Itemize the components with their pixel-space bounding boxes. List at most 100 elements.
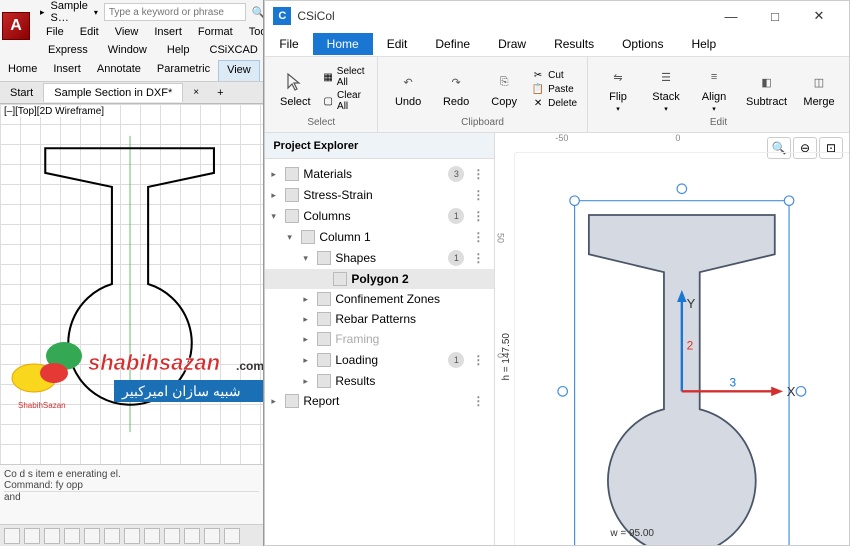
copy-button[interactable]: ⎘Copy: [484, 68, 524, 110]
align-button[interactable]: ≡Align▾: [694, 63, 734, 115]
csmenu-results[interactable]: Results: [540, 33, 608, 55]
stack-button[interactable]: ☰Stack▾: [646, 63, 686, 115]
paste-button[interactable]: 📋Paste: [532, 83, 577, 95]
merge-button[interactable]: ◫Merge: [799, 68, 839, 110]
csicol-canvas[interactable]: 🔍 ⊖ ⊡ -50 0 50 0: [495, 133, 849, 545]
csicol-shape-svg: Y X 2 3: [515, 153, 849, 545]
ribbon-tab-home[interactable]: Home: [0, 60, 45, 81]
tree-loading[interactable]: ▸Loading1⋮: [265, 349, 494, 371]
tree-report[interactable]: ▸Report⋮: [265, 391, 494, 411]
select-button[interactable]: Select: [275, 68, 315, 110]
status-btn-7[interactable]: [124, 528, 140, 544]
qat-arrow-icon[interactable]: ▸: [40, 7, 45, 18]
menu-tools[interactable]: Tools: [243, 26, 265, 40]
menu-format[interactable]: Format: [192, 26, 239, 40]
clear-all-button[interactable]: ▢Clear All: [323, 90, 367, 112]
more-icon[interactable]: ⋮: [468, 188, 488, 202]
columns-icon: [285, 209, 299, 223]
keyword-search-input[interactable]: [104, 3, 246, 21]
menu-window[interactable]: Window: [100, 44, 155, 58]
csmenu-file[interactable]: File: [265, 33, 312, 55]
search-icon[interactable]: 🔍: [252, 6, 264, 19]
csmenu-home[interactable]: Home: [313, 33, 373, 55]
status-btn-2[interactable]: [24, 528, 40, 544]
ruler-horizontal: -50 0: [515, 133, 849, 153]
more-icon[interactable]: ⋮: [468, 209, 488, 223]
tree-polygon2[interactable]: Polygon 2: [265, 269, 494, 289]
tree-framing[interactable]: ▸Framing: [265, 329, 494, 349]
autocad-command-line[interactable]: Co d s item e enerating el. Command: fy …: [0, 464, 263, 524]
status-btn-11[interactable]: [204, 528, 220, 544]
window-minimize-button[interactable]: —: [709, 1, 753, 31]
status-btn-9[interactable]: [164, 528, 180, 544]
cut-icon: ✂: [532, 69, 544, 81]
doc-tab-new[interactable]: +: [209, 87, 231, 99]
csmenu-define[interactable]: Define: [421, 33, 484, 55]
tree-stress-strain[interactable]: ▸Stress-Strain⋮: [265, 185, 494, 205]
delete-button[interactable]: ✕Delete: [532, 97, 577, 109]
more-icon[interactable]: ⋮: [468, 394, 488, 408]
more-icon[interactable]: ⋮: [468, 251, 488, 265]
tab-dropdown-icon[interactable]: ▾: [94, 8, 98, 17]
ribbon-tab-annotate[interactable]: Annotate: [89, 60, 149, 81]
status-btn-5[interactable]: [84, 528, 100, 544]
menu-view[interactable]: View: [109, 26, 145, 40]
tree-confinement[interactable]: ▸Confinement Zones: [265, 289, 494, 309]
ribbon-tab-insert[interactable]: Insert: [45, 60, 89, 81]
tree-rebar[interactable]: ▸Rebar Patterns: [265, 309, 494, 329]
doc-tab-start[interactable]: Start: [0, 84, 43, 102]
autocad-window: A ▸ Sample S… ▾ 🔍 👤 Sig File Edit View I…: [0, 0, 264, 546]
select-all-button[interactable]: ▦Select All: [323, 66, 367, 88]
status-btn-6[interactable]: [104, 528, 120, 544]
status-btn-12[interactable]: [224, 528, 240, 544]
ribbon-group-select: Select ▦Select All ▢Clear All Select: [265, 57, 378, 132]
menu-file[interactable]: File: [40, 26, 70, 40]
tree-column1[interactable]: ▾Column 1⋮: [265, 227, 494, 247]
tree-results[interactable]: ▸Results: [265, 371, 494, 391]
status-btn-8[interactable]: [144, 528, 160, 544]
status-btn-1[interactable]: [4, 528, 20, 544]
doc-tab-sample[interactable]: Sample Section in DXF*: [43, 83, 183, 102]
menu-edit[interactable]: Edit: [74, 26, 105, 40]
autocad-menu-bar: File Edit View Insert Format Tools Draw: [0, 24, 263, 42]
autocad-shape: [0, 104, 263, 464]
project-explorer-panel: Project Explorer ▸Materials3⋮ ▸Stress-St…: [265, 133, 495, 545]
subtract-button[interactable]: ◧Subtract: [742, 68, 791, 110]
window-maximize-button[interactable]: □: [753, 1, 797, 31]
autocad-canvas[interactable]: [–][Top][2D Wireframe] shabihsazan .com …: [0, 104, 263, 464]
menu-csixcad[interactable]: CSiXCAD: [202, 44, 265, 58]
status-btn-3[interactable]: [44, 528, 60, 544]
more-icon[interactable]: ⋮: [468, 230, 488, 244]
ribbon-tab-parametric[interactable]: Parametric: [149, 60, 218, 81]
shapes-icon: [317, 251, 331, 265]
ribbon-tab-view[interactable]: View: [218, 60, 260, 81]
copy-icon: ⎘: [492, 70, 516, 94]
ribbon-group-label: Clipboard: [388, 117, 577, 128]
autocad-logo[interactable]: A: [2, 12, 30, 40]
menu-help[interactable]: Help: [159, 44, 198, 58]
undo-icon: ↶: [396, 70, 420, 94]
more-icon[interactable]: ⋮: [468, 353, 488, 367]
menu-express[interactable]: Express: [40, 44, 96, 58]
more-icon[interactable]: ⋮: [468, 167, 488, 181]
undo-button[interactable]: ↶Undo: [388, 68, 428, 110]
csmenu-help[interactable]: Help: [677, 33, 730, 55]
flip-button[interactable]: ⇋Flip▾: [598, 63, 638, 115]
cut-button[interactable]: ✂Cut: [532, 69, 577, 81]
doc-tab-title: Sample S…: [51, 0, 88, 24]
csmenu-draw[interactable]: Draw: [484, 33, 540, 55]
tree-shapes[interactable]: ▾Shapes1⋮: [265, 247, 494, 269]
menu-insert[interactable]: Insert: [148, 26, 188, 40]
report-icon: [285, 394, 299, 408]
csmenu-edit[interactable]: Edit: [373, 33, 422, 55]
redo-button[interactable]: ↷Redo: [436, 68, 476, 110]
tree-materials[interactable]: ▸Materials3⋮: [265, 163, 494, 185]
flip-icon: ⇋: [606, 65, 630, 89]
tree-columns[interactable]: ▾Columns1⋮: [265, 205, 494, 227]
csmenu-options[interactable]: Options: [608, 33, 677, 55]
doc-tab-close-icon[interactable]: ×: [183, 84, 209, 101]
status-btn-10[interactable]: [184, 528, 200, 544]
window-close-button[interactable]: ✕: [797, 1, 841, 31]
results-icon: [317, 374, 331, 388]
status-btn-4[interactable]: [64, 528, 80, 544]
